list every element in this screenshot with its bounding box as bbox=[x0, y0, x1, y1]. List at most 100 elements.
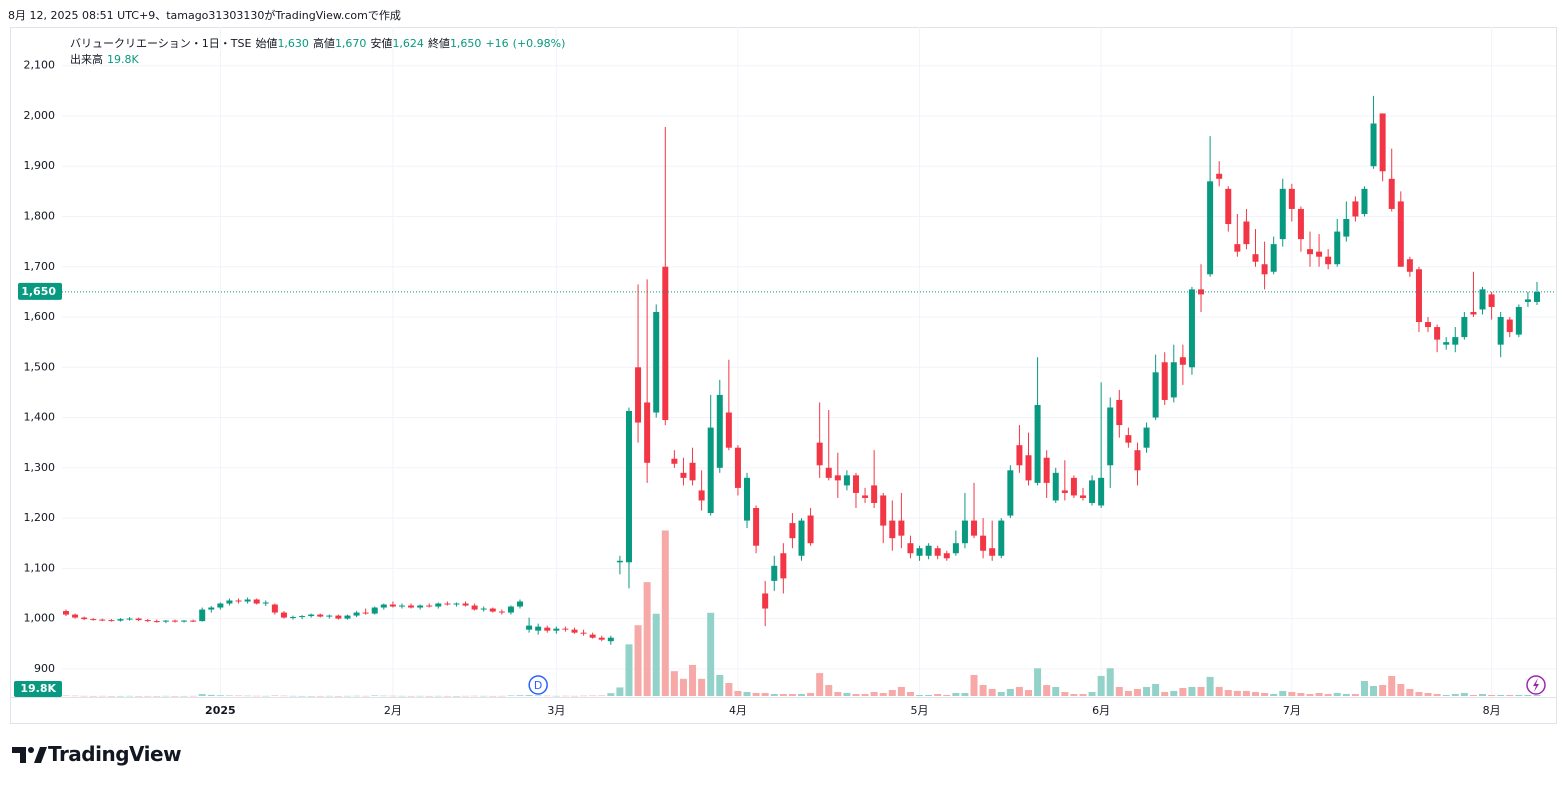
volume-bar bbox=[988, 688, 996, 696]
volume-bar bbox=[1515, 694, 1523, 696]
volume-bar bbox=[1242, 690, 1250, 696]
candle-body bbox=[244, 599, 251, 602]
volume-bar bbox=[452, 696, 460, 697]
volume-bar bbox=[725, 683, 733, 696]
volume-bar bbox=[798, 694, 805, 696]
x-tick-label: 3月 bbox=[547, 704, 565, 717]
y-tick-label: 1,800 bbox=[24, 209, 56, 222]
volume-bar bbox=[952, 692, 960, 696]
volume-bar bbox=[752, 692, 760, 696]
y-tick-label: 1,300 bbox=[24, 461, 56, 474]
volume-bar bbox=[534, 695, 542, 696]
volume-bar bbox=[207, 694, 215, 696]
last-price-label: 1,650 bbox=[21, 285, 56, 298]
ohlc-value: 1,624 bbox=[392, 37, 424, 50]
logo-icon bbox=[12, 747, 47, 763]
candle-body bbox=[1297, 208, 1304, 240]
candle-body bbox=[380, 604, 387, 608]
candle-body bbox=[1415, 269, 1422, 323]
volume-bar bbox=[189, 695, 197, 697]
volume-bar bbox=[1479, 694, 1487, 696]
candle-body bbox=[1179, 357, 1186, 365]
volume-bar bbox=[807, 692, 815, 696]
candle-body bbox=[1125, 435, 1132, 443]
volume-bar bbox=[961, 692, 969, 696]
volume-bar bbox=[1524, 694, 1532, 696]
candle-body bbox=[934, 548, 941, 556]
volume-bar bbox=[1106, 668, 1114, 696]
ohlc-value: 1,630 bbox=[277, 37, 309, 50]
volume-bar bbox=[244, 695, 252, 697]
volume-bar bbox=[1279, 690, 1287, 696]
volume-bar bbox=[543, 695, 551, 697]
volume-bar bbox=[788, 694, 796, 696]
volume-bar bbox=[434, 695, 442, 697]
candle-body bbox=[81, 617, 88, 620]
volume-bar bbox=[1052, 686, 1060, 696]
candle-body bbox=[153, 621, 160, 623]
candle-body bbox=[998, 520, 1005, 556]
volume-bar bbox=[262, 695, 270, 697]
candle-body bbox=[698, 490, 705, 501]
volume-bar bbox=[743, 692, 751, 696]
volume-bar bbox=[879, 692, 887, 696]
candle-body bbox=[1470, 311, 1477, 315]
volume-bar bbox=[1206, 676, 1214, 696]
candle-body bbox=[135, 618, 142, 621]
candle-body bbox=[1497, 317, 1504, 345]
candle-body bbox=[199, 609, 206, 622]
volume-bar bbox=[480, 695, 488, 697]
candle-body bbox=[589, 634, 596, 638]
volume-bar bbox=[107, 696, 115, 697]
volume-bar bbox=[1533, 695, 1541, 696]
volume-bar bbox=[407, 695, 415, 697]
y-tick-label: 1,100 bbox=[24, 561, 56, 574]
candle-body bbox=[789, 523, 796, 539]
volume-bar bbox=[1179, 688, 1187, 696]
candle-body bbox=[971, 520, 978, 536]
volume-bar bbox=[253, 695, 261, 697]
volume-bar bbox=[934, 694, 942, 696]
candle-body bbox=[1279, 188, 1286, 240]
volume-bar bbox=[816, 673, 824, 696]
candle-body bbox=[398, 605, 405, 607]
volume-bar bbox=[1143, 686, 1151, 696]
candle-body bbox=[507, 606, 514, 613]
volume-bar bbox=[1124, 690, 1132, 696]
volume-bar bbox=[1270, 694, 1278, 696]
volume-bar bbox=[1224, 690, 1232, 696]
volume-bar bbox=[1351, 694, 1359, 696]
candle-body bbox=[1452, 337, 1459, 345]
candle-body bbox=[290, 617, 297, 619]
volume-bar bbox=[1306, 694, 1314, 696]
candle-body bbox=[1170, 362, 1177, 398]
candle-body bbox=[1488, 294, 1495, 307]
candle-body bbox=[925, 545, 932, 556]
candle-body bbox=[1143, 427, 1150, 448]
candle-body bbox=[389, 604, 396, 607]
volume-bar bbox=[307, 696, 315, 697]
volume-bar bbox=[1261, 692, 1269, 696]
volume-bar bbox=[1133, 688, 1141, 696]
volume-bar bbox=[770, 694, 778, 696]
volume-bar bbox=[1025, 690, 1033, 696]
volume-bar bbox=[1415, 692, 1423, 696]
volume-bar bbox=[462, 695, 470, 697]
candle-body bbox=[1025, 455, 1032, 481]
candle-body bbox=[1316, 251, 1323, 257]
volume-bar bbox=[925, 694, 933, 696]
volume-bar bbox=[525, 695, 533, 696]
volume-bar bbox=[325, 695, 333, 697]
y-tick-label: 900 bbox=[34, 662, 55, 675]
candle-body bbox=[517, 601, 524, 607]
y-tick-label: 1,500 bbox=[24, 360, 56, 373]
volume-bar bbox=[670, 671, 678, 696]
volume-bar bbox=[62, 695, 70, 697]
volume-bar bbox=[1297, 692, 1305, 696]
candle-body bbox=[462, 603, 469, 606]
x-tick-label: 5月 bbox=[911, 704, 929, 717]
volume-bar bbox=[906, 692, 914, 696]
x-tick-label: 7月 bbox=[1283, 704, 1301, 717]
candle-body bbox=[607, 637, 614, 642]
volume-badge bbox=[14, 681, 62, 697]
